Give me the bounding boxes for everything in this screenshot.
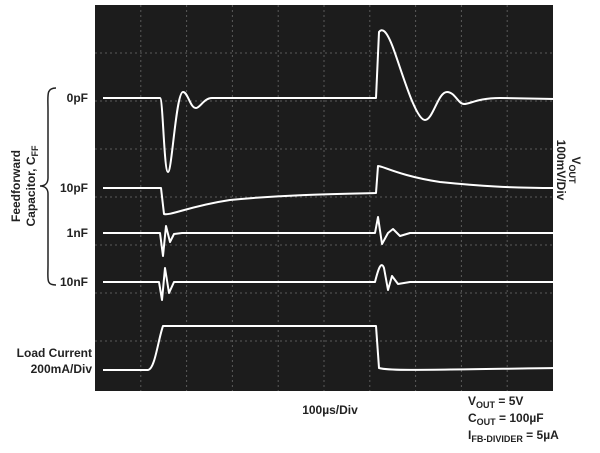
- cond-main: I: [468, 428, 471, 442]
- left-axis-sub: FF: [30, 145, 40, 156]
- trace-label: 0pF: [67, 91, 88, 105]
- left-axis-text: Capacitor, C: [24, 156, 38, 226]
- right-axis-main: V: [569, 156, 583, 164]
- trace-10pf: [103, 165, 556, 216]
- load-current-label: Load Current: [17, 346, 92, 360]
- right-axis-line1: VOUT: [567, 156, 583, 184]
- cond-main: C: [468, 411, 477, 425]
- brace: [39, 87, 57, 286]
- trace-label: 10pF: [60, 181, 88, 195]
- trace-1nf: [103, 216, 555, 257]
- x-axis-label: 100µs/Div: [302, 403, 358, 417]
- condition: IFB-DIVIDER = 5µA: [468, 428, 559, 444]
- trace-label: 1nF: [67, 226, 88, 240]
- left-axis-line1: Feedforward: [9, 150, 23, 222]
- right-axis-sub: OUT: [567, 165, 577, 185]
- cond-rest: = 5V: [495, 394, 523, 408]
- scope-screen: [95, 5, 553, 391]
- cond-rest: = 5µA: [523, 428, 559, 442]
- right-axis-line2: 100mV/Div: [554, 140, 568, 201]
- load-current-scale: 200mA/Div: [31, 362, 93, 376]
- cond-main: V: [468, 394, 476, 408]
- cond-sub: OUT: [477, 417, 497, 427]
- cond-sub: FB-DIVIDER: [471, 434, 523, 444]
- trace-label: 10nF: [60, 275, 88, 289]
- condition: VOUT = 5V: [468, 394, 523, 410]
- cond-sub: OUT: [476, 400, 496, 410]
- traces: [103, 29, 556, 371]
- left-axis-line2: Capacitor, CFF: [24, 145, 40, 227]
- trace-10nf: [103, 264, 555, 301]
- left-axis-label: Feedforward Capacitor, CFF: [9, 145, 40, 227]
- right-axis-label: VOUT 100mV/Div: [554, 140, 583, 201]
- trace-0pf: [103, 29, 556, 173]
- condition: COUT = 100µF: [468, 411, 544, 427]
- trace-load-current: [103, 325, 556, 371]
- cond-rest: = 100µF: [496, 411, 544, 425]
